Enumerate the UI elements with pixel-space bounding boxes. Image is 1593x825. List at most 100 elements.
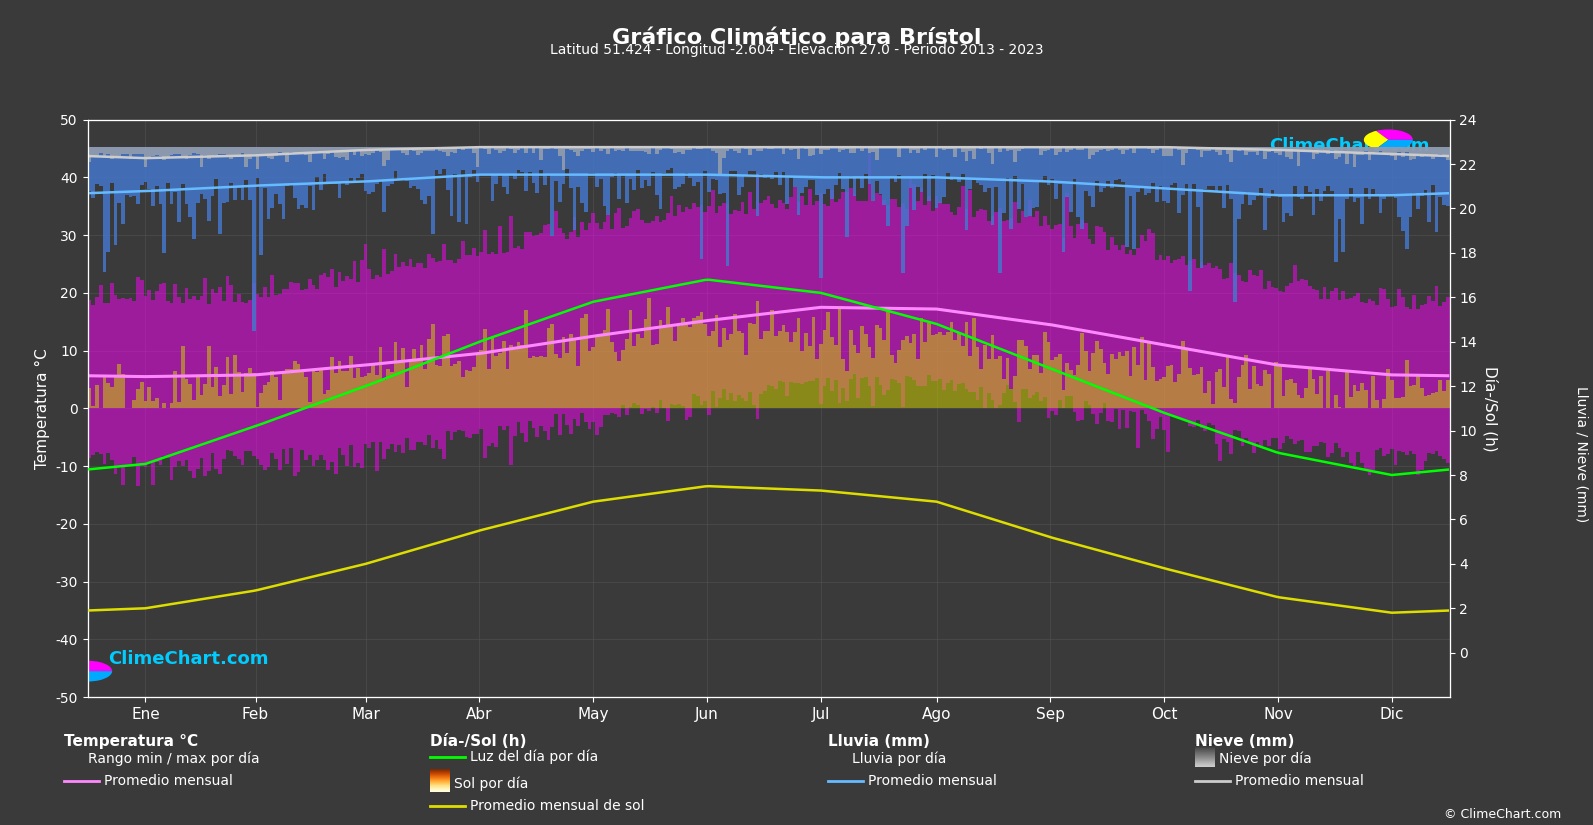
Bar [1438,380,1442,408]
Bar [1233,403,1236,408]
Bar [808,346,811,408]
Bar [908,177,913,377]
Bar [1005,219,1010,385]
Bar [96,298,99,452]
Bar [435,147,438,170]
Bar [1297,147,1300,166]
Bar [588,351,591,408]
Bar [233,147,237,157]
Bar [755,147,760,216]
Bar [561,233,566,414]
Bar [516,147,521,171]
Bar [252,373,255,408]
Bar [1278,147,1282,155]
Bar [382,147,386,166]
Bar [1344,147,1349,164]
Bar [991,147,994,163]
Bar [961,186,964,383]
Bar [838,199,841,403]
Bar [1021,147,1024,148]
Bar [1219,147,1222,186]
Bar [1241,147,1244,149]
Bar [1035,147,1039,148]
Bar [811,147,816,180]
Bar [983,147,988,192]
Bar [1196,374,1200,408]
Bar [159,284,162,464]
Bar [890,199,894,379]
Bar [1002,147,1005,213]
Bar [771,205,774,386]
Bar [468,371,472,408]
Bar [1174,147,1177,183]
Bar [738,331,741,408]
Bar [419,147,424,153]
Bar [883,200,886,395]
Bar [580,147,585,151]
Text: Lluvia por día: Lluvia por día [852,752,946,766]
Bar [487,254,491,446]
Bar [782,147,785,172]
Bar [1102,147,1106,188]
Bar [1419,147,1424,196]
Bar [1316,147,1319,153]
Bar [1055,147,1058,200]
Bar [722,147,726,158]
Bar [1408,386,1413,408]
Bar [886,147,890,226]
Bar [386,147,390,160]
Bar [953,340,957,408]
Bar [1289,147,1294,216]
Bar [505,147,510,194]
Bar [1367,147,1372,200]
Bar [1413,295,1416,455]
Bar [715,315,718,408]
Bar [1185,147,1188,183]
Bar [427,147,432,152]
Bar [1352,147,1356,167]
Bar [652,346,655,408]
Bar [1043,147,1047,177]
Bar [237,147,241,188]
Bar [102,375,107,408]
Bar [733,210,738,401]
Bar [360,147,363,156]
Bar [182,303,185,465]
Bar [1125,147,1129,248]
Bar [535,147,538,148]
Bar [155,291,159,461]
Bar [1408,147,1413,217]
Bar [371,279,374,442]
Bar [1255,276,1260,442]
Bar [386,147,390,186]
Bar [890,356,894,408]
Bar [1308,147,1311,150]
Bar [1252,275,1255,453]
Bar [1311,290,1316,446]
Bar [941,147,946,197]
Bar [830,191,833,391]
Bar [1211,147,1214,148]
Bar [476,355,479,408]
Bar [226,356,229,408]
Bar [185,380,188,408]
Bar [1236,275,1241,431]
Bar [374,275,379,471]
Bar [274,147,277,156]
Bar [1431,147,1435,159]
Bar [833,202,838,380]
Bar [897,147,902,175]
Bar [1378,288,1383,449]
Bar [277,147,282,204]
Bar [1360,147,1364,224]
Bar [655,147,658,154]
Bar [677,205,680,403]
Bar [999,356,1002,408]
Bar [886,310,890,408]
Bar [110,283,113,460]
Bar [1378,147,1383,213]
Bar [443,337,446,408]
Bar [379,147,382,152]
Text: Nieve (mm): Nieve (mm) [1195,734,1294,749]
Bar [237,147,241,156]
